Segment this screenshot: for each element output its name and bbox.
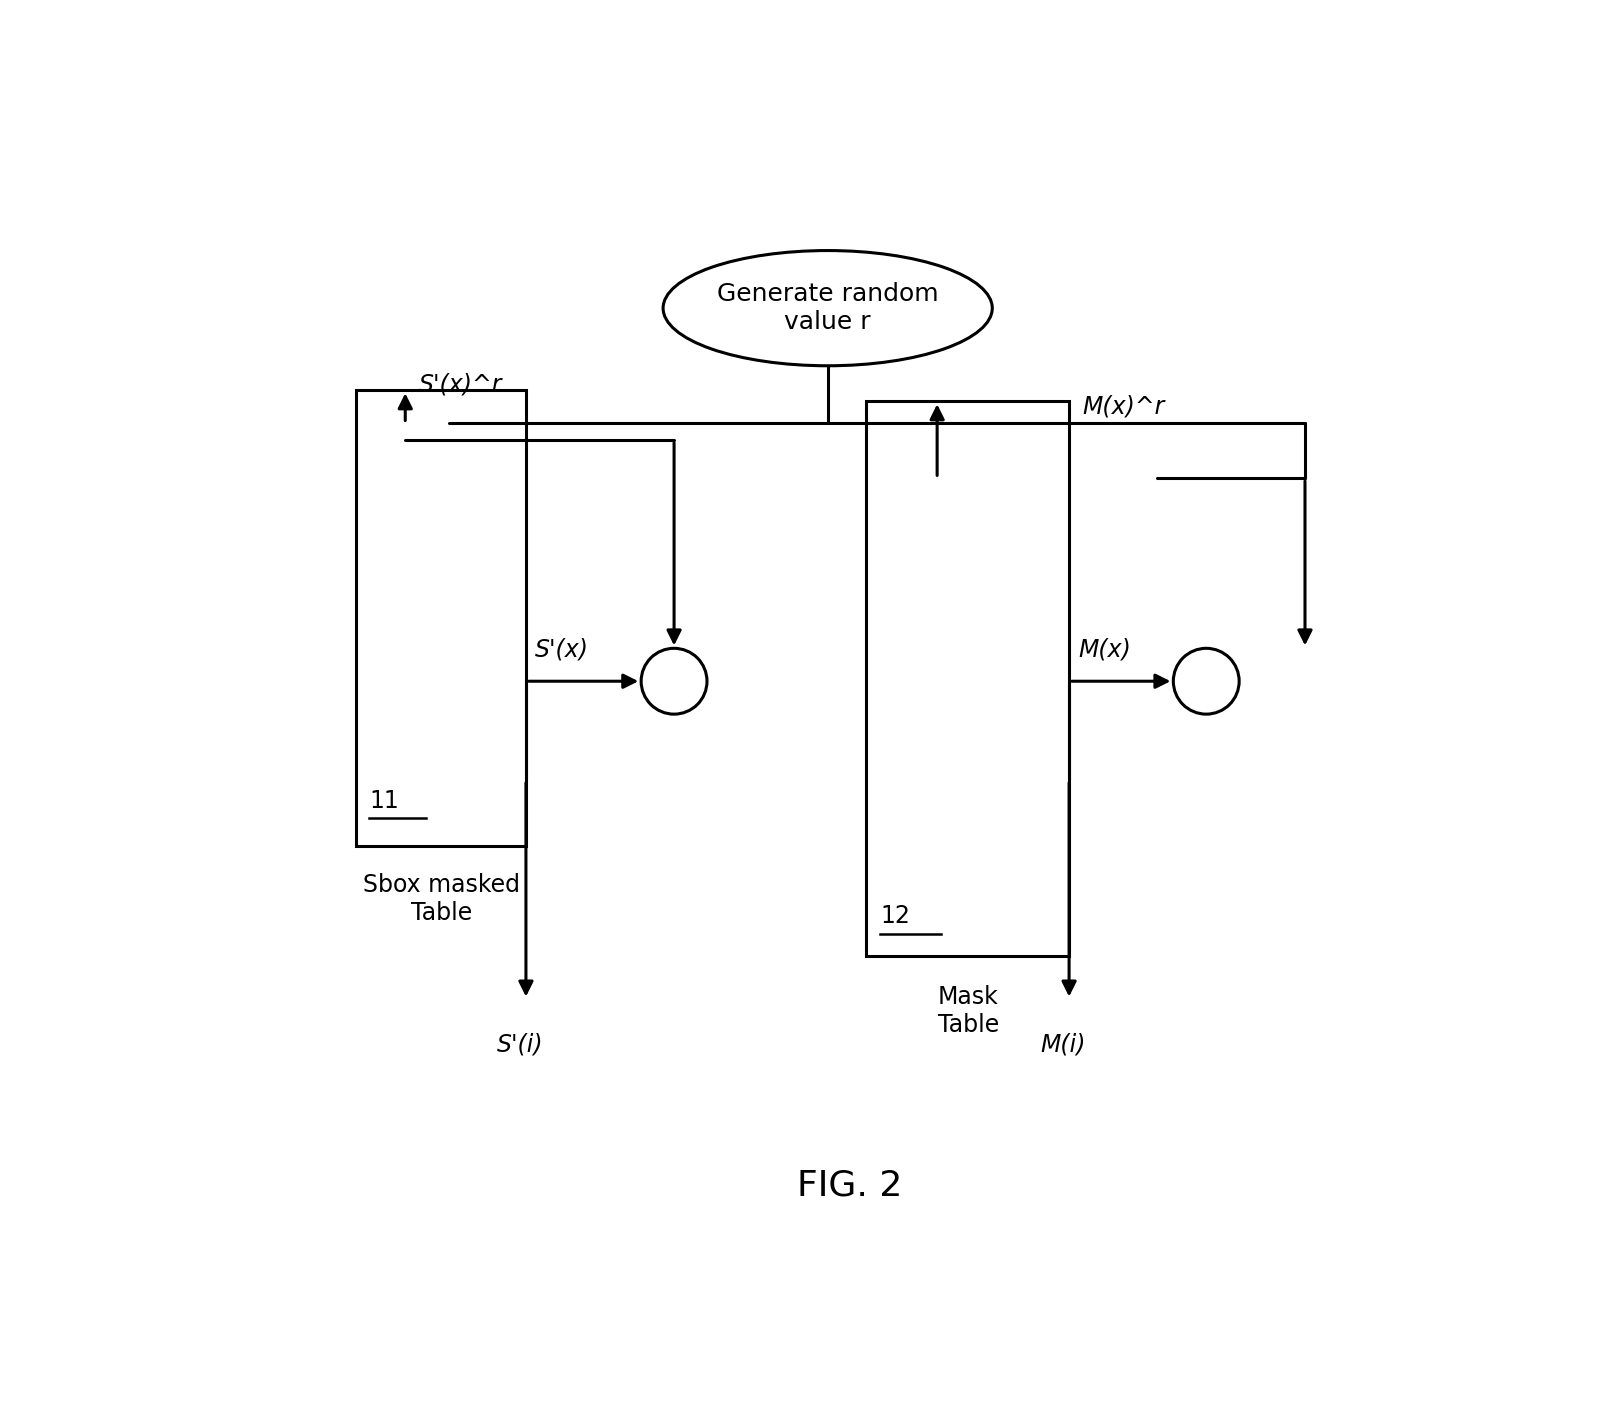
Bar [355,390,526,846]
Text: S'(x): S'(x) [534,637,589,661]
Bar [865,402,1068,956]
Text: Mask
Table: Mask Table [938,985,997,1037]
Text: S'(i): S'(i) [497,1032,544,1056]
Text: 12: 12 [880,903,910,928]
Text: Sbox masked
Table: Sbox masked Table [363,874,520,925]
Text: M(x): M(x) [1077,637,1130,661]
Text: M(i): M(i) [1039,1032,1086,1056]
Text: S'(x)^r: S'(x)^r [418,373,502,398]
Text: Generate random
value r: Generate random value r [717,282,938,333]
Text: M(x)^r: M(x)^r [1081,395,1164,419]
Text: FIG. 2: FIG. 2 [796,1168,902,1203]
Text: 11: 11 [370,789,399,812]
